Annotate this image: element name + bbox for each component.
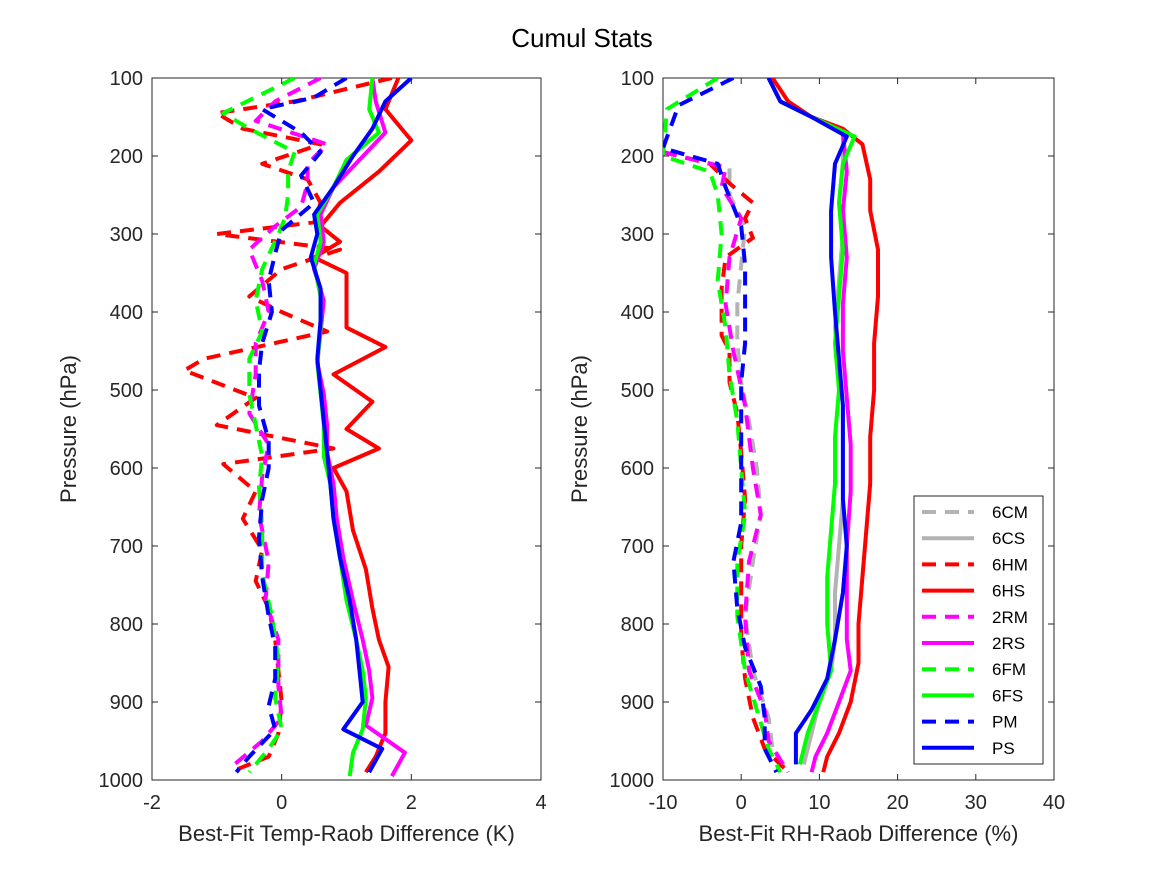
legend-label: 6CS [992, 529, 1025, 548]
legend-label: 2RS [992, 634, 1025, 653]
legend-label: 6HM [992, 555, 1028, 574]
series-line-2rm [663, 150, 790, 774]
y-tick-label: 100 [110, 68, 143, 90]
y-tick-label: 100 [621, 68, 654, 90]
series-line-ps [766, 78, 849, 765]
x-tick-label: 4 [535, 792, 546, 814]
series-line-ps [308, 78, 413, 774]
x-tick-label: -2 [143, 792, 161, 814]
y-tick-label: 300 [110, 224, 143, 246]
series-line-6hs [312, 78, 414, 774]
series-line-pm [234, 78, 348, 774]
series-line-2rm [228, 78, 330, 770]
series-line-6hm [182, 78, 393, 775]
series-line-pm [663, 78, 779, 774]
x-axis-label: Best-Fit Temp-Raob Difference (K) [178, 821, 515, 846]
legend-label: 2RM [992, 608, 1028, 627]
x-tick-label: 0 [276, 792, 287, 814]
y-tick-label: 700 [621, 536, 654, 558]
legend-box [913, 495, 1044, 765]
y-axis-label: Pressure (hPa) [56, 355, 81, 503]
legend-label: 6HS [992, 582, 1025, 601]
y-tick-label: 200 [621, 146, 654, 168]
y-tick-label: 800 [110, 614, 143, 636]
series-line-6hs [770, 78, 880, 773]
series-line-6cm [663, 150, 790, 774]
x-tick-label: 40 [1043, 792, 1065, 814]
y-tick-label: 800 [621, 614, 654, 636]
series-line-6hm [663, 150, 790, 774]
legend-label: 6CM [992, 503, 1028, 522]
y-tick-label: 700 [110, 536, 143, 558]
x-tick-label: 2 [406, 792, 417, 814]
plot-frame [662, 77, 1055, 781]
x-tick-label: 20 [886, 792, 908, 814]
series-line-6fm [221, 78, 297, 774]
series-line-2rs [766, 78, 853, 773]
legend-label: PS [992, 739, 1015, 758]
y-tick-label: 1000 [99, 770, 144, 792]
legend: 6CM 6CS 6HM 6HS 2RM 2RS 6FM 6FS PM PS [913, 495, 1044, 765]
y-tick-label: 400 [621, 302, 654, 324]
series-group [182, 78, 414, 778]
y-tick-label: 300 [621, 224, 654, 246]
y-tick-label: 600 [110, 458, 143, 480]
y-tick-label: 500 [621, 380, 654, 402]
y-axis-label: Pressure (hPa) [567, 355, 592, 503]
x-tick-label: 10 [808, 792, 830, 814]
x-tick-label: 0 [736, 792, 747, 814]
x-tick-label: -10 [649, 792, 678, 814]
x-tick-label: 30 [965, 792, 987, 814]
rh-difference-panel: -10 0 10 20 30 40 100 200 300 400 500 600 700 800 900 1… [567, 68, 1065, 846]
series-group [663, 78, 880, 774]
y-tick-label: 600 [621, 458, 654, 480]
figure-title: Cumul Stats [511, 23, 653, 53]
y-tick-label: 500 [110, 380, 143, 402]
x-axis-label: Best-Fit RH-Raob Difference (%) [699, 821, 1019, 846]
legend-label: PM [992, 713, 1018, 732]
legend-label: 6FM [992, 660, 1026, 679]
y-tick-label: 900 [110, 692, 143, 714]
y-tick-label: 900 [621, 692, 654, 714]
legend-label: 6FS [992, 686, 1023, 705]
series-line-6fm [663, 78, 783, 774]
series-line-6fs [766, 78, 857, 765]
y-tick-label: 1000 [610, 770, 655, 792]
y-tick-label: 400 [110, 302, 143, 324]
y-tick-label: 200 [110, 146, 143, 168]
temp-difference-panel: -2 0 2 4 100 200 300 400 500 600 700 800 900 1000 Best… [56, 68, 547, 846]
